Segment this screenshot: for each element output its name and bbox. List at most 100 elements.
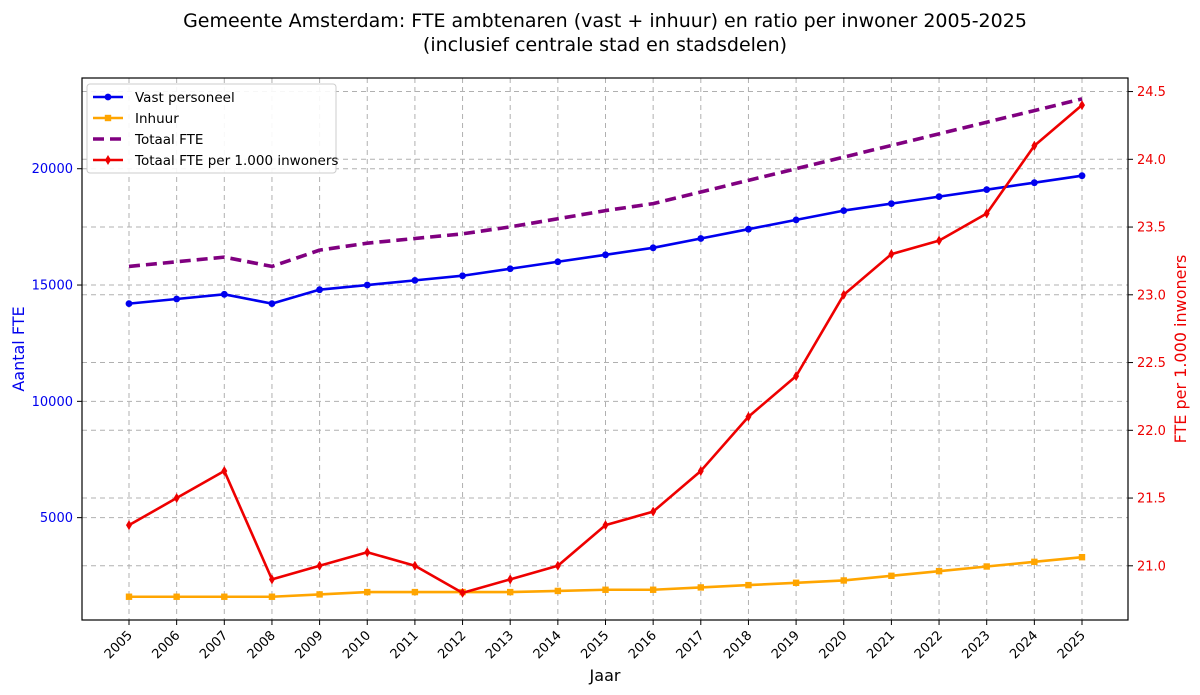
data-point [554, 258, 562, 266]
x-tick-label: 2007 [197, 628, 231, 662]
data-point [793, 371, 800, 382]
x-tick-label: 2019 [769, 628, 803, 662]
data-point [268, 300, 276, 308]
legend-marker [104, 93, 112, 101]
data-point [411, 560, 418, 571]
data-point [554, 560, 561, 571]
data-point [316, 286, 323, 294]
data-point [1030, 179, 1038, 187]
x-tick-label: 2014 [531, 628, 565, 662]
x-tick-label: 2010 [340, 628, 374, 662]
legend-label: Totaal FTE per 1.000 inwoners [134, 153, 338, 169]
data-point [792, 216, 800, 224]
data-point [840, 207, 848, 214]
legend-marker [104, 114, 112, 122]
data-point [650, 506, 657, 517]
series-1 [125, 553, 1086, 600]
data-point [602, 586, 609, 593]
data-point [316, 560, 323, 571]
data-point [840, 577, 847, 584]
data-point [888, 200, 895, 208]
y-axis-left: 5000 10000 15000 20000 [32, 162, 82, 526]
y-right-tick-label: 23.0 [1137, 288, 1166, 303]
data-point [840, 289, 847, 300]
x-tick-label: 2020 [817, 628, 851, 662]
data-point [411, 588, 419, 596]
data-point [983, 563, 990, 570]
data-point [221, 593, 228, 600]
x-tick-label: 2013 [483, 628, 517, 662]
legend-item: Totaal FTE [93, 132, 203, 148]
data-point [268, 593, 276, 600]
data-point [173, 295, 181, 303]
x-tick-label: 2016 [626, 628, 660, 662]
data-point [888, 249, 895, 260]
legend-item: Vast personeel [93, 90, 235, 106]
data-point [554, 587, 562, 595]
data-point [745, 225, 752, 233]
legend-label: Totaal FTE [134, 132, 203, 148]
x-tick-label: 2018 [721, 628, 755, 662]
legend-item: Totaal FTE per 1.000 inwoners [93, 153, 338, 169]
data-point [649, 244, 657, 252]
grid [82, 78, 1128, 620]
x-tick-label: 2006 [149, 628, 183, 662]
data-point [126, 520, 132, 531]
data-point [935, 193, 943, 201]
y-right-tick-label: 22.5 [1137, 356, 1166, 371]
data-point [697, 235, 705, 242]
data-point [745, 411, 752, 422]
y-left-tick-label: 10000 [32, 395, 73, 410]
y-right-tick-label: 21.0 [1137, 559, 1166, 574]
y-left-tick-label: 15000 [32, 279, 73, 294]
x-tick-label: 2021 [864, 628, 898, 662]
y-right-tick-label: 23.5 [1137, 221, 1166, 236]
data-point [888, 572, 895, 580]
data-point [221, 465, 228, 476]
x-tick-label: 2011 [388, 628, 422, 662]
data-point [507, 574, 514, 585]
data-point [125, 593, 133, 600]
data-point [792, 579, 800, 586]
x-tick-label: 2008 [245, 628, 279, 662]
data-point [506, 265, 514, 273]
data-point [983, 208, 990, 219]
data-point [459, 272, 466, 280]
x-tick-label: 2025 [1055, 628, 1089, 662]
series-line [128, 97, 1083, 269]
data-point [602, 520, 609, 531]
data-point [173, 493, 180, 504]
series-3 [126, 100, 1085, 598]
y-right-tick-label: 24.0 [1137, 153, 1166, 168]
data-point [936, 235, 943, 246]
y-right-tick-label: 22.0 [1137, 424, 1166, 439]
data-point [697, 584, 704, 591]
data-point [173, 593, 180, 600]
data-point [745, 581, 752, 589]
data-point [459, 587, 466, 598]
data-point [649, 586, 657, 593]
y-left-tick-label: 5000 [40, 511, 73, 526]
series-layer [125, 97, 1086, 600]
data-point [411, 276, 419, 284]
x-tick-label: 2017 [674, 628, 708, 662]
data-point [697, 465, 704, 476]
x-tick-label: 2005 [102, 628, 136, 662]
y-axis-left-label: Aantal FTE [9, 306, 28, 391]
x-tick-label: 2009 [292, 628, 326, 662]
y-axis-right-label: FTE per 1.000 inwoners [1171, 255, 1190, 444]
legend-label: Vast personeel [135, 90, 235, 106]
data-point [507, 588, 514, 596]
data-point [125, 300, 133, 308]
data-point [316, 591, 323, 598]
y-axis-right: 21.0 21.5 22.0 22.5 23.0 23.5 24.0 24.5 [1128, 85, 1166, 574]
legend-box [86, 83, 337, 174]
y-right-tick-label: 24.5 [1137, 85, 1166, 100]
data-point [1078, 172, 1086, 180]
y-right-tick-label: 21.5 [1137, 492, 1166, 507]
legend-item: Inhuur [93, 111, 179, 127]
data-point [1078, 553, 1086, 561]
x-tick-label: 2015 [578, 628, 612, 662]
data-point [1031, 140, 1038, 151]
data-point [363, 281, 371, 289]
